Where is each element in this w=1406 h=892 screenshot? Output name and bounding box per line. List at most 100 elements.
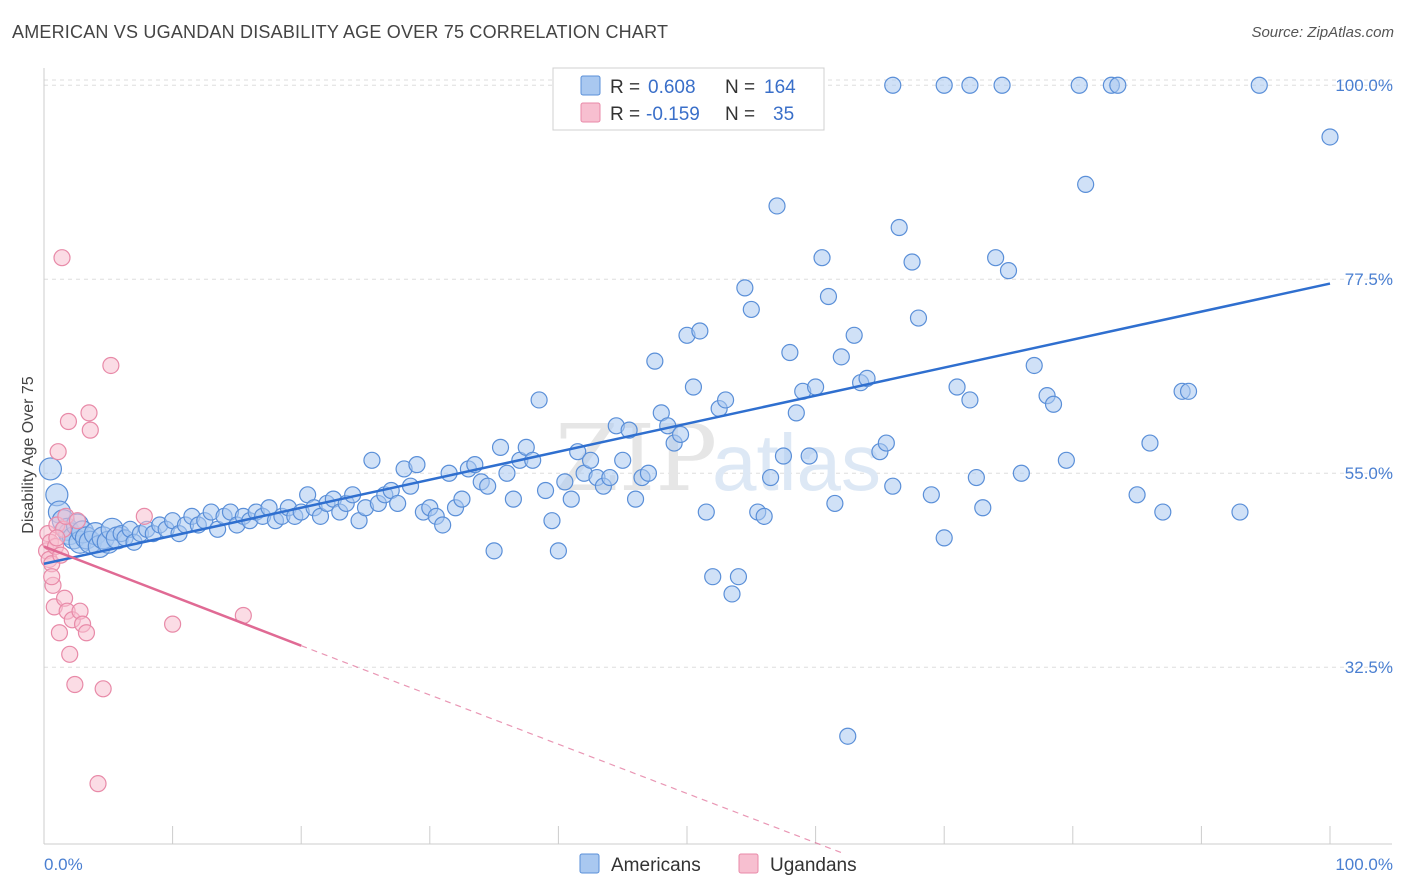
- americans-point-156: [1128, 486, 1146, 504]
- americans-point-153: [1044, 395, 1063, 413]
- legend-r-label-2: R =: [610, 104, 640, 125]
- americans-point-124: [787, 404, 805, 422]
- americans-point-143: [935, 529, 953, 547]
- stats-legend: R = 0.608 N = 164 R = -0.159 N = 35: [552, 67, 825, 131]
- americans-point-58: [363, 451, 381, 469]
- legend-r-label-1: R =: [610, 77, 640, 98]
- americans-point-169: [1250, 76, 1268, 94]
- americans-point-110: [697, 503, 715, 521]
- americans-point-126: [800, 447, 818, 465]
- americans-point-140: [903, 253, 921, 271]
- americans-point-108: [684, 378, 703, 396]
- americans-point-154: [1057, 451, 1075, 469]
- ugandans-legend-swatch: [738, 853, 759, 874]
- americans-swatch: [580, 75, 601, 96]
- legend-r-value-1: 0.608: [648, 77, 696, 98]
- series-legend: Americans Ugandans: [579, 853, 857, 876]
- y-tick-label-2: 55.0%: [1345, 464, 1393, 483]
- americans-point-122: [774, 447, 793, 465]
- ugandans-point-31: [164, 615, 182, 633]
- y-tick-label-3: 32.5%: [1345, 658, 1393, 677]
- americans-point-163: [935, 76, 953, 94]
- ugandans-points: [37, 249, 252, 793]
- ugandans-point-17: [59, 412, 78, 431]
- americans-point-86: [543, 512, 561, 530]
- ugandans-point-25: [80, 404, 98, 422]
- americans-point-146: [967, 468, 985, 487]
- legend-n-value-1: 164: [764, 77, 796, 98]
- americans-point-116: [736, 279, 754, 297]
- americans-point-72: [453, 490, 471, 508]
- americans-point-80: [504, 490, 522, 508]
- ugandans-point-33: [43, 568, 61, 586]
- ugandans-point-10: [50, 624, 69, 642]
- ugandans-point-24: [77, 624, 96, 642]
- ugandans-point-30: [135, 507, 153, 525]
- legend-n-label-2: N =: [725, 104, 755, 125]
- ugandans-point-29: [102, 356, 120, 375]
- chart-title: AMERICAN VS UGANDAN DISABILITY AGE OVER …: [12, 22, 669, 42]
- americans-point-78: [491, 438, 510, 456]
- americans-point-131: [832, 348, 850, 366]
- americans-point-142: [922, 486, 940, 504]
- americans-point-115: [729, 568, 748, 586]
- americans-point-76: [479, 477, 497, 495]
- y-tick-label-1: 77.5%: [1345, 270, 1393, 289]
- americans-point-111: [704, 568, 722, 586]
- americans-point-84: [530, 391, 548, 409]
- ugandans-swatch: [580, 102, 601, 123]
- americans-point-109: [691, 322, 709, 340]
- x-tick-label-right: 100.0%: [1335, 855, 1393, 874]
- americans-point-155: [1077, 175, 1095, 193]
- americans-point-150: [1012, 464, 1030, 482]
- americans-point-133: [845, 326, 863, 344]
- x-tick-label-left: 0.0%: [44, 855, 83, 874]
- americans-point-127: [806, 378, 825, 396]
- americans-point-147: [974, 499, 992, 517]
- americans-point-102: [646, 352, 664, 370]
- americans-point-141: [909, 309, 928, 327]
- americans-point-158: [1154, 503, 1172, 521]
- americans-point-95: [601, 468, 619, 487]
- watermark-atlas: atlas: [712, 418, 881, 507]
- americans-point-166: [1070, 76, 1088, 94]
- ugandans-point-20: [66, 675, 84, 694]
- americans-legend-label: Americans: [611, 855, 701, 876]
- americans-point-151: [1025, 356, 1043, 375]
- americans-point-99: [626, 490, 645, 508]
- americans-point-79: [498, 464, 516, 482]
- americans-point-89: [562, 490, 580, 508]
- americans-point-88: [556, 473, 574, 491]
- source-label: Source: ZipAtlas.com: [1251, 24, 1394, 41]
- americans-point-106: [671, 425, 690, 444]
- trend-lines: [43, 282, 1331, 854]
- americans-point-144: [948, 378, 966, 396]
- americans-point-132: [839, 727, 857, 745]
- americans-point-145: [961, 391, 979, 409]
- americans-point-114: [723, 585, 741, 603]
- americans-point-170: [1321, 128, 1339, 146]
- americans-legend-swatch: [579, 853, 600, 874]
- ugandans-point-34: [48, 529, 66, 547]
- americans-point-149: [999, 262, 1018, 280]
- americans-point-129: [819, 287, 838, 306]
- americans-point-160: [1179, 382, 1198, 400]
- ugandans-trend-extension: [300, 645, 842, 854]
- americans-points: [38, 76, 1339, 745]
- ugandans-point-9: [49, 443, 67, 461]
- y-axis-label: Disability Age Over 75: [20, 376, 37, 534]
- americans-point-0: [38, 457, 63, 481]
- americans-point-120: [761, 468, 780, 487]
- americans-point-97: [614, 451, 632, 469]
- tick-labels: 100.0% 77.5% 55.0% 32.5% 0.0% 100.0%: [44, 76, 1393, 874]
- axis-layer: [43, 68, 1392, 845]
- ugandans-point-28: [94, 680, 112, 698]
- americans-point-138: [884, 477, 902, 495]
- americans-point-77: [485, 542, 503, 560]
- americans-point-113: [716, 391, 735, 409]
- americans-point-130: [826, 494, 844, 513]
- americans-point-65: [408, 456, 426, 474]
- americans-point-128: [813, 249, 831, 267]
- americans-point-165: [993, 76, 1011, 94]
